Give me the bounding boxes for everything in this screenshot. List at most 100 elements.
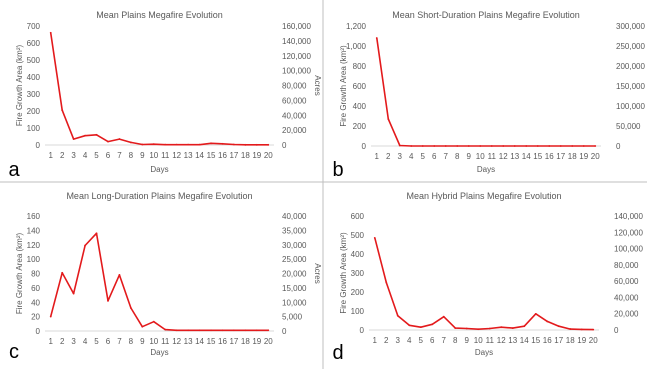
data-point <box>61 271 64 274</box>
data-point <box>141 143 144 146</box>
y2-tick-label: 100,000 <box>614 245 643 254</box>
data-point <box>164 328 167 331</box>
data-point <box>525 145 528 147</box>
y2-tick-label: 40,000 <box>614 293 639 302</box>
data-point <box>465 327 468 330</box>
y2-tick-label: 100,000 <box>282 67 311 76</box>
data-point <box>513 145 516 147</box>
data-point <box>267 329 270 332</box>
x-tick-label: 19 <box>252 151 261 160</box>
y2-tick-label: 0 <box>282 327 287 336</box>
data-point <box>523 325 526 328</box>
x-tick-label: 3 <box>396 336 401 345</box>
x-tick-label: 4 <box>407 336 412 345</box>
y2-tick-label: 200,000 <box>616 62 645 71</box>
data-point <box>107 140 109 143</box>
y-tick-label: 300 <box>351 269 365 278</box>
data-point <box>210 329 212 332</box>
data-point <box>421 145 424 147</box>
x-tick-label: 3 <box>398 152 403 161</box>
y-tick-label: 1,200 <box>346 22 367 31</box>
data-point <box>477 328 480 331</box>
y-tick-label: 200 <box>351 288 365 297</box>
y2-tick-label: 0 <box>616 142 621 151</box>
y2-tick-label: 10,000 <box>282 298 307 307</box>
data-point <box>175 329 178 332</box>
x-tick-label: 15 <box>531 336 540 345</box>
x-tick-label: 12 <box>499 152 508 161</box>
data-point <box>546 320 549 323</box>
data-point <box>373 236 376 239</box>
x-tick-label: 7 <box>117 337 122 346</box>
x-tick-label: 13 <box>510 152 519 161</box>
data-point <box>72 292 75 295</box>
chart-title: Mean Plains Megafire Evolution <box>96 10 223 20</box>
x-tick-label: 1 <box>48 151 53 160</box>
x-tick-label: 2 <box>384 336 389 345</box>
data-point <box>267 143 270 146</box>
x-tick-label: 14 <box>520 336 529 345</box>
chart-title: Mean Long-Duration Plains Megafire Evolu… <box>66 191 252 201</box>
y-tick-label: 400 <box>351 250 365 259</box>
x-tick-label: 15 <box>207 151 216 160</box>
x-tick-label: 13 <box>184 337 193 346</box>
y2-tick-label: 150,000 <box>616 82 645 91</box>
data-point <box>569 328 572 330</box>
data-point <box>175 143 178 146</box>
x-tick-label: 5 <box>421 152 426 161</box>
x-tick-label: 6 <box>106 151 111 160</box>
data-point <box>49 315 52 318</box>
data-point <box>454 327 457 329</box>
data-point <box>580 328 583 331</box>
data-point <box>255 143 258 146</box>
x-axis-label: Days <box>477 165 495 174</box>
data-point <box>571 145 574 147</box>
x-tick-label: 20 <box>589 336 598 345</box>
data-point <box>536 145 539 147</box>
data-point <box>375 37 378 39</box>
y-tick-label: 400 <box>27 73 41 82</box>
y-tick-label: 160 <box>27 212 41 221</box>
y-tick-label: 60 <box>31 284 40 293</box>
y2-tick-label: 5,000 <box>282 313 303 322</box>
x-tick-label: 13 <box>508 336 517 345</box>
x-tick-label: 8 <box>453 336 458 345</box>
x-tick-label: 8 <box>129 151 134 160</box>
x-tick-label: 7 <box>117 151 122 160</box>
y-tick-label: 400 <box>353 102 367 111</box>
y-axis-label: Fire Growth Area (km²) <box>15 232 24 314</box>
x-tick-label: 5 <box>94 151 99 160</box>
x-tick-label: 10 <box>149 151 158 160</box>
y-tick-label: 700 <box>27 22 41 31</box>
data-point <box>129 141 132 144</box>
data-point <box>118 138 121 140</box>
data-point <box>84 134 86 137</box>
y2-tick-label: 25,000 <box>282 255 307 264</box>
data-point <box>387 118 390 120</box>
x-tick-label: 19 <box>579 152 588 161</box>
y-tick-label: 40 <box>31 298 40 307</box>
y-tick-label: 100 <box>27 255 41 264</box>
y2-tick-label: 15,000 <box>282 284 307 293</box>
data-point <box>511 327 514 329</box>
y2-tick-label: 40,000 <box>282 111 307 120</box>
data-point <box>72 138 75 140</box>
x-tick-label: 4 <box>409 152 414 161</box>
y-tick-label: 80 <box>31 270 40 279</box>
x-tick-label: 16 <box>218 337 227 346</box>
series-line <box>374 237 594 331</box>
data-point <box>255 329 258 332</box>
x-tick-label: 17 <box>229 337 238 346</box>
x-tick-label: 2 <box>60 151 65 160</box>
y2-tick-label: 120,000 <box>282 52 311 61</box>
data-point <box>233 329 235 332</box>
x-tick-label: 8 <box>129 337 134 346</box>
data-point <box>164 143 167 146</box>
y2-axis-label: Acres <box>313 263 322 283</box>
x-tick-label: 1 <box>375 152 380 161</box>
y2-axis-label: Acres <box>313 75 322 95</box>
data-point <box>141 325 144 328</box>
x-tick-label: 10 <box>474 336 483 345</box>
x-tick-label: 14 <box>195 151 204 160</box>
data-point <box>187 329 190 332</box>
